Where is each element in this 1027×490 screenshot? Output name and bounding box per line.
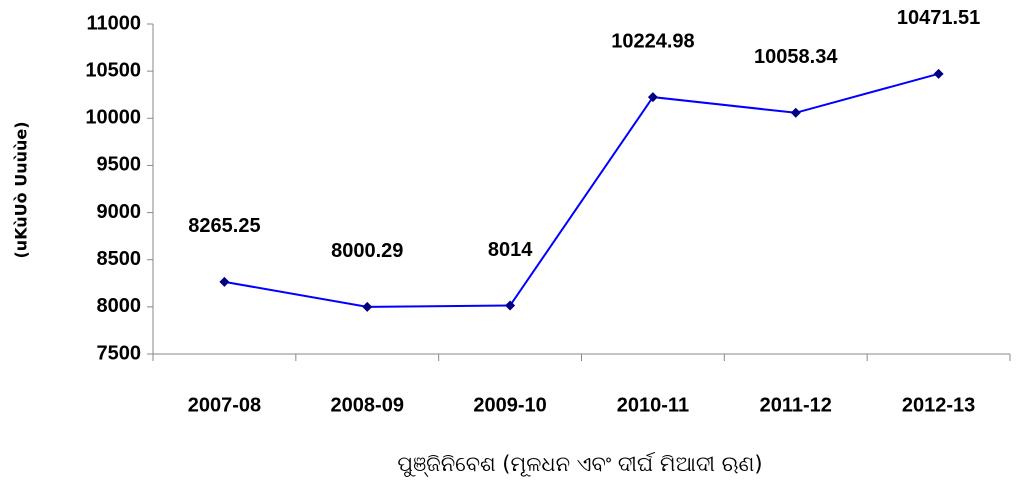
x-tick-label: 2010-11	[617, 394, 689, 416]
y-tick-label: 10500	[85, 59, 141, 81]
x-tick-label: 2012-13	[902, 394, 975, 416]
data-label: 10224.98	[611, 30, 694, 52]
data-label: 10058.34	[754, 46, 838, 68]
x-tick-label: 2008-09	[331, 394, 404, 416]
line	[224, 72, 939, 308]
y-tick-label: 7500	[97, 342, 142, 364]
y-tick-label: 8500	[97, 248, 142, 270]
marker	[362, 301, 373, 312]
data-label: 8265.25	[188, 215, 260, 237]
data-label: 10471.51	[897, 7, 980, 29]
y-tick-label: 9000	[97, 201, 142, 223]
marker	[505, 300, 516, 311]
marker	[219, 276, 230, 287]
y-tick-label: 10000	[85, 107, 141, 129]
x-axis-label: ପୁଞ୍ଜିନିବେଶ (ମୂଳଧନ ଏବଂ ଦୀର୍ଘ ମିଆଦୀ ଋଣ)	[397, 452, 762, 478]
data-label: 8014	[488, 239, 533, 261]
x-tick-label: 2009-10	[473, 394, 546, 416]
x-tick-label: 2011-12	[760, 394, 832, 416]
y-tick-label: 9500	[97, 154, 142, 176]
data-label: 8000.29	[331, 240, 403, 262]
x-tick-label: 2007-08	[188, 394, 261, 416]
y-tick-label: 8000	[97, 295, 142, 317]
y-tick-label: 11000	[86, 12, 141, 34]
marker	[790, 107, 801, 118]
marker	[933, 68, 944, 79]
y-axis-label: (uKùUò Uuùùe)	[12, 121, 31, 258]
marker	[647, 92, 658, 103]
